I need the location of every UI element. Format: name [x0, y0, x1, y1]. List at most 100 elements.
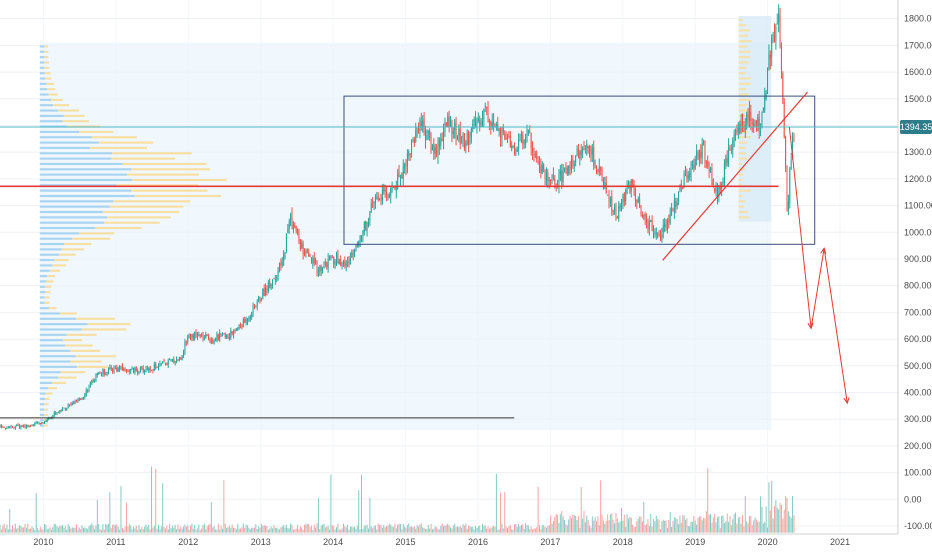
volume-bar [165, 528, 166, 532]
volume-bar [456, 527, 457, 533]
candle-body [508, 136, 509, 137]
volume-bar [112, 525, 113, 533]
profile-bar-recent [739, 88, 747, 90]
profile-bar-up [40, 371, 61, 373]
volume-bar [76, 525, 77, 533]
profile-bar-recent [739, 83, 752, 85]
volume-bar [757, 522, 758, 533]
volume-bar [258, 526, 259, 532]
volume-bar [422, 527, 423, 532]
candle-body [681, 184, 682, 186]
candle-body [230, 330, 231, 338]
profile-bar-down [110, 206, 184, 208]
candle-body [77, 400, 78, 402]
candle-body [522, 135, 523, 144]
volume-bar [243, 523, 244, 532]
candle-body [344, 261, 345, 266]
volume-bar [415, 529, 416, 533]
volume-bar [432, 529, 433, 532]
volume-bar [33, 528, 34, 533]
volume-bar [357, 525, 358, 532]
profile-bar-down [62, 248, 84, 250]
volume-bar [703, 518, 704, 533]
candle-body [367, 222, 368, 231]
candle-body [336, 255, 337, 262]
profile-bar-down [131, 190, 207, 192]
volume-bar [335, 529, 336, 532]
candle-body [447, 117, 448, 126]
candle-body [95, 375, 96, 381]
candle-body [312, 258, 313, 263]
candle-body [12, 426, 13, 428]
profile-bar-down [60, 312, 77, 314]
candle-body [660, 235, 661, 240]
volume-bar [778, 510, 779, 533]
volume-bar [318, 498, 319, 532]
candle-body [588, 146, 589, 149]
candle-body [550, 179, 551, 181]
volume-bar [766, 506, 767, 532]
volume-bar [652, 526, 653, 532]
candle-body [201, 335, 202, 336]
profile-bar-down [82, 328, 127, 330]
candle-body [151, 370, 152, 371]
candle-body [677, 203, 678, 206]
volume-bar [120, 486, 121, 533]
volume-bar [482, 524, 483, 533]
volume-bar [458, 527, 459, 533]
candle-body [73, 403, 74, 404]
candle-body [63, 408, 64, 409]
y-tick-label: 1700.00 [904, 40, 932, 50]
volume-bar [485, 526, 486, 533]
candle-body [364, 222, 365, 232]
candle-body [244, 319, 245, 322]
volume-bar [329, 530, 330, 533]
volume-bar [453, 526, 454, 533]
candle-body [30, 426, 31, 427]
candle-body [714, 188, 715, 192]
candle-body [329, 256, 330, 258]
profile-bar-down [123, 163, 207, 165]
candle-body [731, 149, 732, 150]
volume-bar [636, 521, 637, 533]
volume-bar [286, 525, 287, 533]
candle-body [710, 168, 711, 170]
profile-bar-recent [739, 152, 746, 154]
candle-body [184, 342, 185, 353]
candle-body [83, 397, 84, 398]
volume-bar [228, 527, 229, 533]
candle-body [485, 106, 486, 107]
candle-body [682, 187, 683, 189]
candle-body [191, 335, 192, 338]
candle-body [333, 257, 334, 265]
volume-bar [378, 523, 379, 532]
candle-body [218, 334, 219, 339]
volume-bar [438, 529, 439, 533]
volume-bar [260, 528, 261, 533]
profile-bar-up [40, 243, 64, 245]
volume-bar [585, 522, 586, 532]
candle-body [177, 359, 178, 360]
profile-bar-recent [739, 93, 749, 95]
candle-body [54, 413, 55, 416]
volume-bar [371, 526, 372, 532]
volume-bar [788, 511, 789, 532]
candle-body [226, 335, 227, 337]
volume-bar [278, 529, 279, 533]
volume-bar [621, 508, 622, 533]
candle-body [268, 282, 269, 291]
candle-body [308, 253, 309, 256]
volume-bar [755, 518, 756, 533]
profile-bar-up [40, 222, 104, 224]
volume-bar [780, 503, 781, 533]
volume-bar [743, 526, 744, 532]
volume-bar [70, 528, 71, 532]
candle-body [724, 164, 725, 183]
candle-body [132, 368, 133, 369]
profile-bar-up [40, 174, 127, 176]
volume-bar [496, 474, 497, 533]
profile-bar-up [40, 120, 62, 122]
volume-bar [158, 525, 159, 533]
volume-bar [287, 528, 288, 533]
